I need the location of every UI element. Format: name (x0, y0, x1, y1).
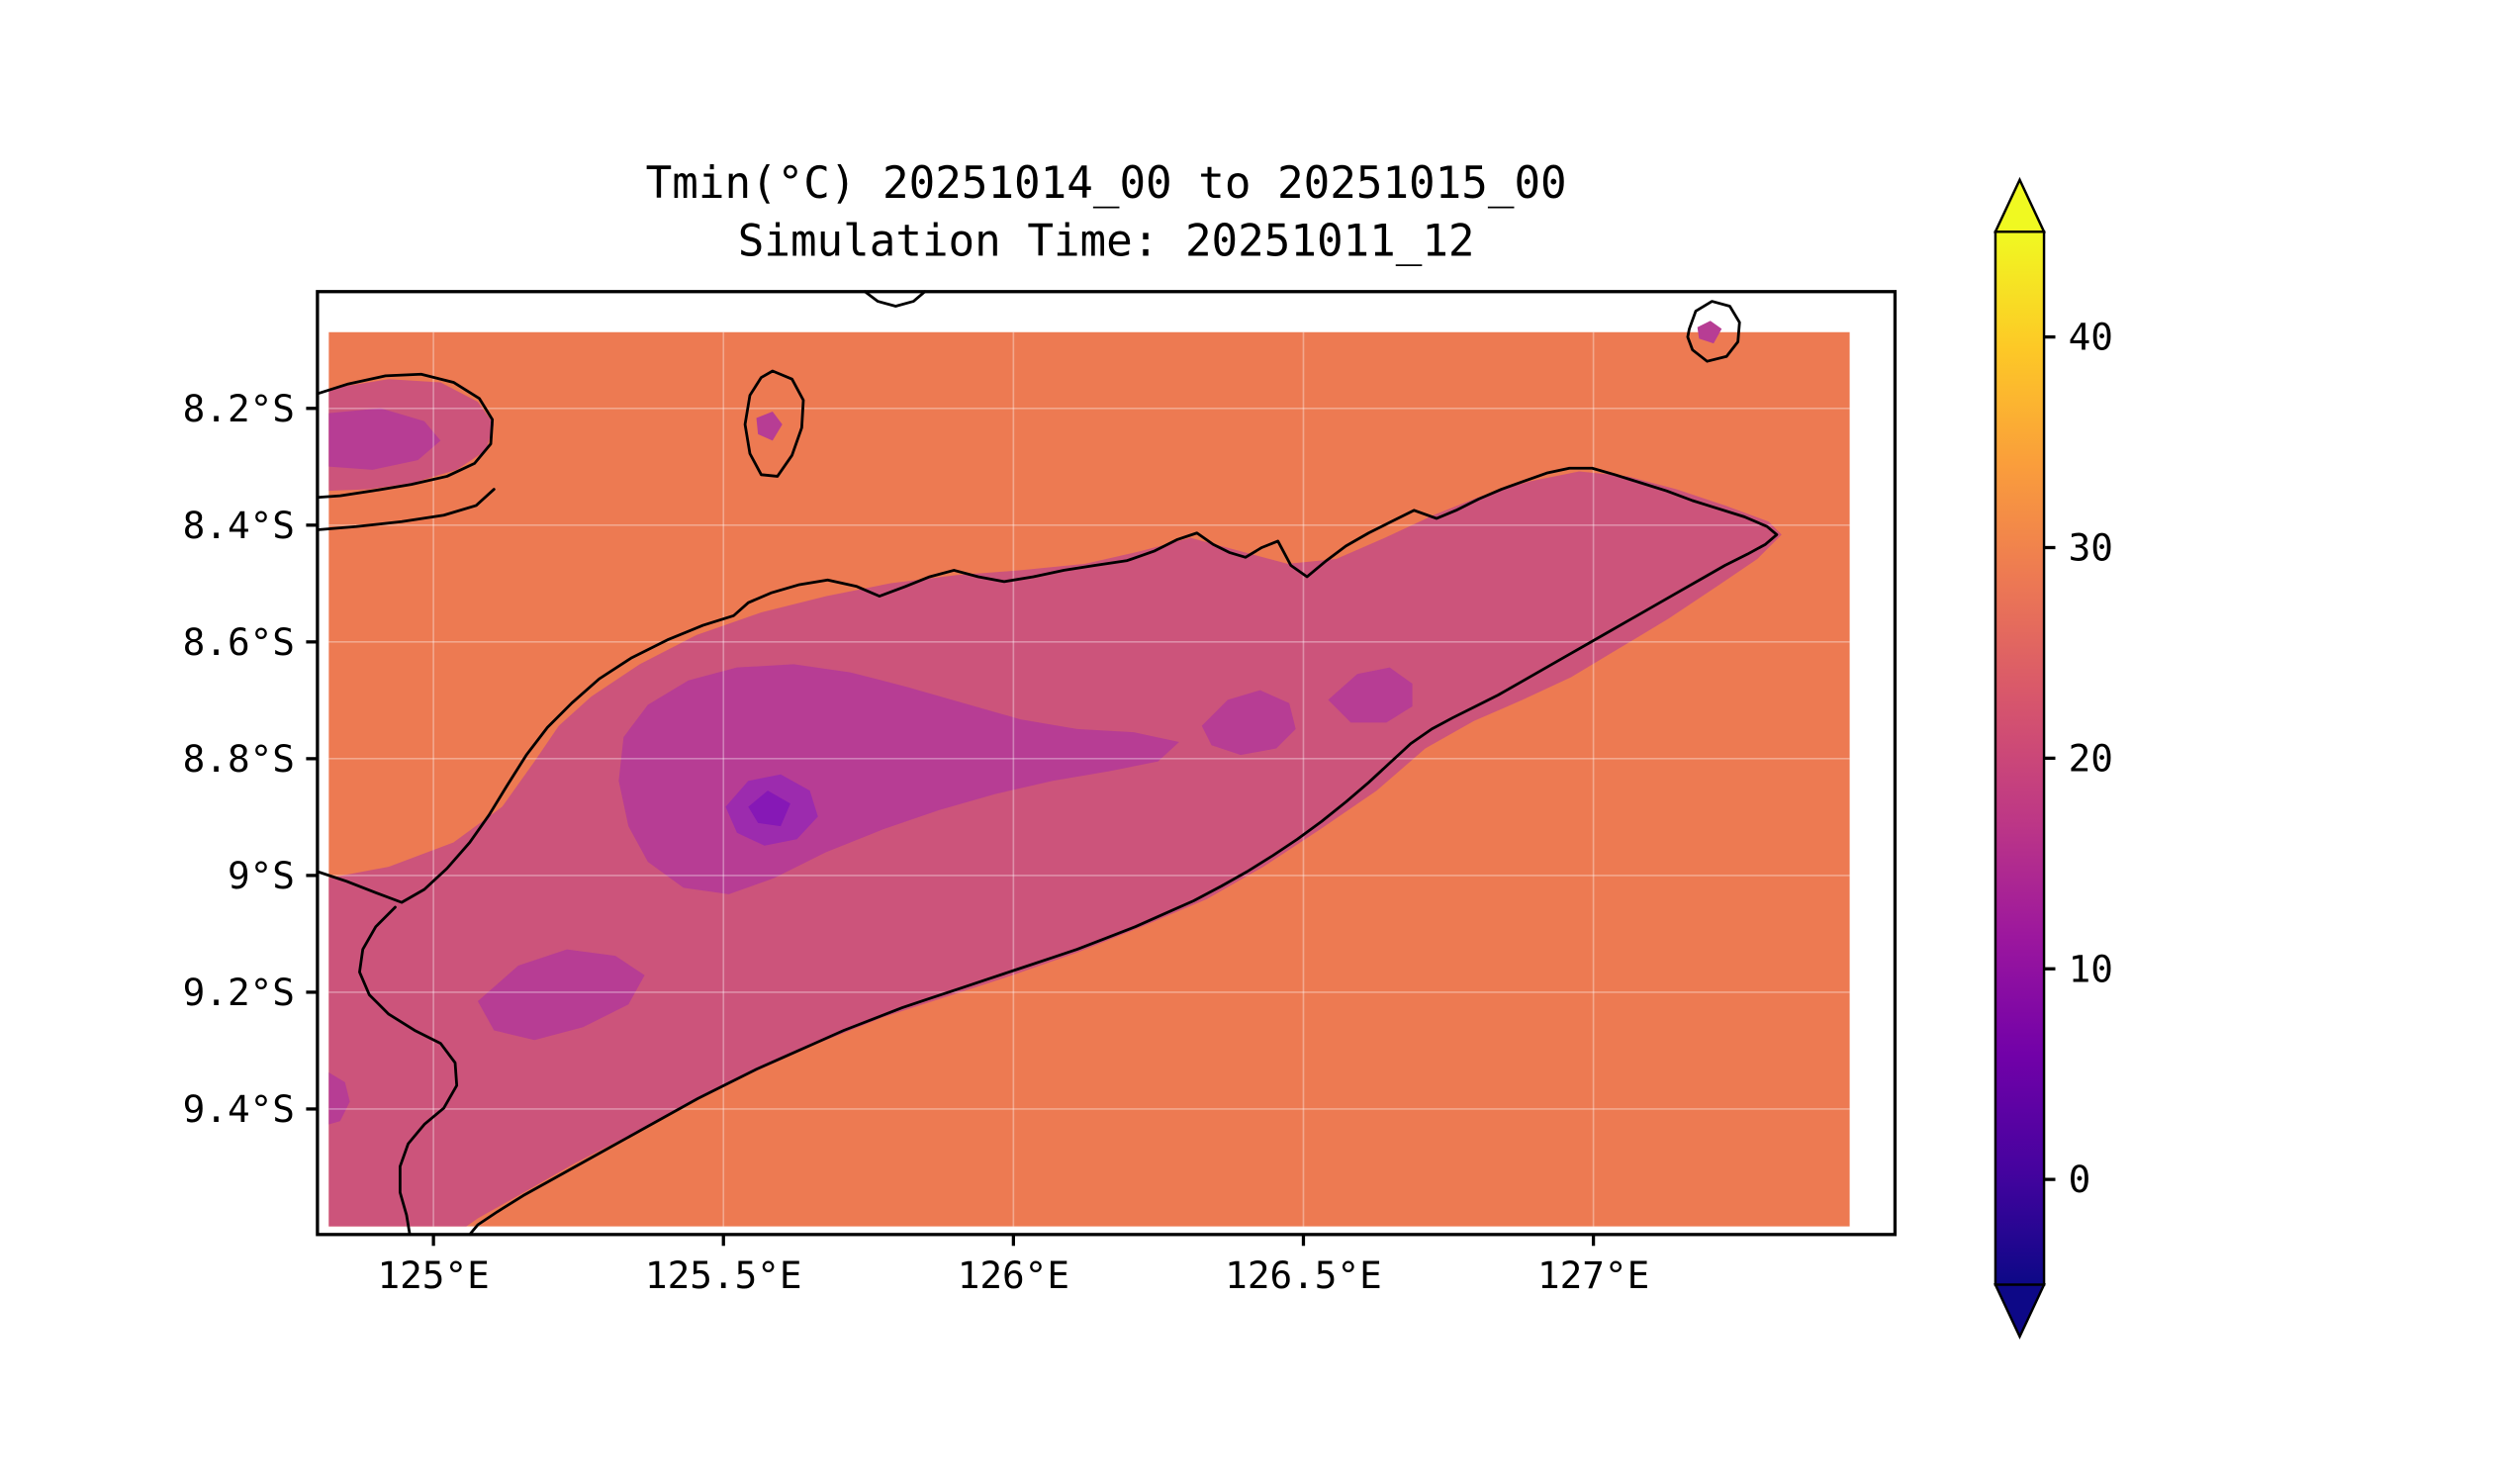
colorbar-tick-label: 0 (2069, 1158, 2091, 1201)
colorbar-tick-label: 10 (2069, 947, 2113, 990)
coastline-alor-south-coast (316, 488, 496, 531)
coastline-alor-tip-coast (316, 372, 495, 500)
plot-frame (316, 290, 1898, 1237)
figure-title: Tmin(°C) 20251014_00 to 20251015_00 (646, 158, 1567, 209)
coastline-kisar-island (1686, 300, 1741, 363)
colorbar-tick-label: 20 (2069, 736, 2113, 780)
gridline-layer (328, 331, 1850, 1227)
contour-region-cool-patch-east-2 (1328, 667, 1413, 723)
contour-region-cold-spot-core (748, 790, 790, 827)
colorbar: 40 30 20 10 0 (1994, 176, 2113, 1340)
y-tick-label: 8.2°S (183, 387, 295, 430)
colorbar-tick-label: 30 (2069, 526, 2113, 570)
contour-region-kisar-cool-dot (1697, 321, 1722, 344)
figure-subtitle: Simulation Time: 20251011_12 (738, 217, 1475, 267)
contour-region-west-edge-cool-dot (328, 1072, 350, 1125)
x-tick-label: 127°E (1537, 1253, 1649, 1297)
coastline-layer (316, 290, 1779, 1237)
y-tick-label: 8.6°S (183, 620, 295, 664)
contour-region-cool-patch-east-1 (1201, 690, 1296, 756)
x-tick-label: 126.5°E (1225, 1253, 1382, 1297)
y-tick-label: 8.4°S (183, 504, 295, 547)
contour-region-timor-landmass (328, 471, 1782, 1227)
colorbar-extend-min-arrow (1994, 1283, 2046, 1340)
x-tick-label: 125.5°E (645, 1253, 802, 1297)
coastline-wetar-tip-arc (863, 290, 927, 308)
colorbar-tick-label: 40 (2069, 316, 2113, 359)
y-tick-label: 9.4°S (183, 1087, 295, 1131)
contour-region-alor-cool-core (328, 408, 441, 470)
y-tick-label: 9.2°S (183, 971, 295, 1014)
colorbar-bar (1994, 230, 2046, 1286)
y-tick-label: 8.8°S (183, 737, 295, 781)
y-tick-label: 9°S (228, 854, 295, 897)
colorbar-extend-max-arrow (1994, 176, 2046, 233)
axis-tick-layer: 125°E 125.5°E 126°E 126.5°E 127°E 8.2°S 8.4°S 8… (183, 387, 1650, 1297)
coastline-atauro-island (743, 369, 805, 478)
x-tick-label: 126°E (958, 1253, 1069, 1297)
coastline-timor-main-coast (316, 466, 1779, 1237)
contour-region-cool-patch-southwest (477, 949, 645, 1041)
filled-contour-layer (328, 321, 1850, 1227)
x-tick-label: 125°E (377, 1253, 489, 1297)
contour-region-atauro-cool-dot (756, 411, 783, 441)
coastline-west-bay-wiggle (358, 905, 459, 1237)
